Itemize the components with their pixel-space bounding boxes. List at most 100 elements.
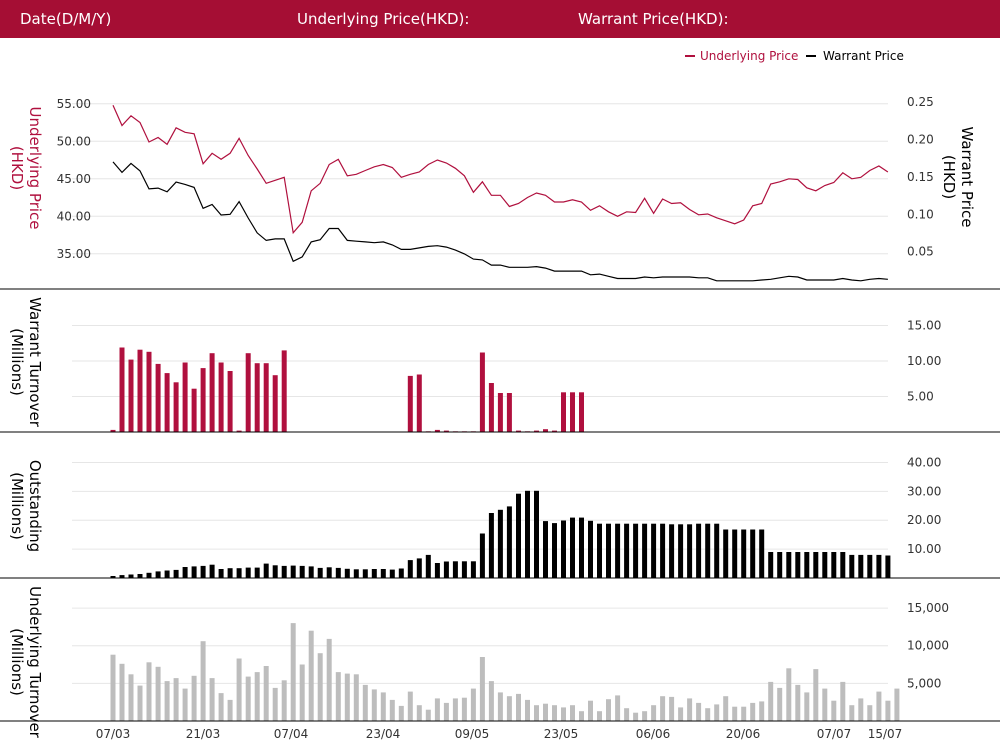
x-axis: 07/03 21/03 07/04 23/04 09/05 23/05 06/06 20/06… [96,727,903,741]
outstanding-bar [308,566,314,578]
warrant-turnover-bar [443,430,449,432]
x-tick-label: 20/06 [726,727,761,741]
bar-tick-label: 30.00 [907,484,941,498]
outstanding-bar [119,575,125,578]
outstanding-bar [795,552,801,578]
outstanding-bar [786,552,792,578]
warrant-turnover-bar [218,362,224,432]
outstanding-bar [525,490,530,578]
outstanding-bar [822,552,828,578]
warrant-turnover-bar [552,430,557,432]
warrant-turnover-bar [579,392,584,432]
outstanding-bar [741,529,747,578]
bar-axis-title: (Millions) [8,628,26,696]
chart-legend: Underlying Price Warrant Price [685,49,904,63]
outstanding-bar [407,560,413,578]
outstanding-bar [209,564,215,578]
underlying-turnover-bar [146,662,152,721]
underlying-turnover-bar [831,700,837,721]
bar-tick-label: 5,000 [907,676,941,690]
underlying-turnover-bar [236,658,242,721]
warrant-turnover-bar [119,347,125,432]
underlying-turnover-bar [344,673,350,721]
outstanding-bar [885,555,891,578]
outstanding-bar [669,524,675,578]
underlying-turnover-bar [443,702,449,721]
x-tick-label: 07/04 [274,727,309,741]
underlying-turnover-bar [795,684,801,721]
underlying-turnover-bar [876,691,882,721]
outstanding-bar [633,523,639,578]
outstanding-bar [380,569,386,578]
underlying-turnover-bar [714,704,720,721]
outstanding-bar [534,490,539,578]
underlying-turnover-bar [182,688,188,721]
underlying-turnover-bar [461,697,467,721]
outstanding-bar [353,569,359,578]
warrant-turnover-bar [254,363,260,432]
underlying-turnover-panel: 15,000 10,000 5,000 Underlying Turnover(Mil… [0,586,1000,739]
outstanding-bar [164,570,170,578]
price-panel: 55.00 50.00 45.00 40.00 35.00 0.25 0.20 0.15 0.1… [0,95,1000,290]
outstanding-bar [858,554,864,578]
outstanding-bar [777,552,783,578]
underlying-turnover-bar [263,666,269,721]
underlying-price-line [112,105,889,235]
outstanding-bar [398,568,404,578]
underlying-turnover-bar [678,707,684,721]
outstanding-bar [272,565,278,578]
underlying-turnover-bar [750,702,756,721]
outstanding-bar [227,568,233,578]
warrant-turnover-bar [155,363,161,432]
right-tick-label: 0.25 [907,95,934,109]
warrant-turnover-bar [236,430,242,432]
bar-axis-title: Underlying Turnover [26,586,44,738]
outstanding-bar [389,569,395,578]
outstanding-bar [182,567,188,578]
underlying-turnover-bar [840,681,846,721]
warrant-turnover-bar [416,374,422,432]
underlying-turnover-bar [786,668,792,721]
outstanding-bar [723,529,729,578]
underlying-turnover-bar [768,681,774,721]
outstanding-bar [470,561,476,579]
underlying-turnover-bar [470,688,476,721]
underlying-turnover-bar [335,672,341,721]
underlying-turnover-bar [849,705,855,721]
outstanding-bar [506,506,512,578]
underlying-turnover-bar [353,674,359,721]
underlying-turnover-bar [380,692,386,721]
underlying-turnover-bar [164,681,170,721]
left-tick-label: 55.00 [57,97,91,111]
warrant-turnover-bar [506,393,512,432]
outstanding-bar [452,561,458,579]
outstanding-bar [651,523,657,578]
outstanding-panel: 40.00 30.00 20.00 10.00 Outstanding(Millions… [0,455,1000,579]
warrant-turnover-bar [200,368,206,432]
underlying-turnover-bar [497,692,503,721]
underlying-turnover-bar [732,706,738,721]
warrant-turnover-bar [128,359,134,432]
bar-axis-title: Warrant Turnover [26,297,44,428]
outstanding-bar [714,523,720,578]
underlying-turnover-bar [299,664,305,721]
outstanding-bar [552,523,557,578]
outstanding-bar [561,520,566,578]
outstanding-bar [606,523,611,578]
x-tick-label: 15/07 [868,727,903,741]
outstanding-bar [173,569,179,578]
underlying-price-axis-title: Underlying Price [26,106,44,229]
warrant-turnover-bar [146,351,152,432]
underlying-turnover-bar [516,693,521,721]
underlying-turnover-bar [687,698,693,721]
outstanding-bar [813,552,819,578]
underlying-turnover-bar [615,695,621,721]
underlying-turnover-bar [254,672,260,721]
left-tick-label: 40.00 [57,209,91,223]
x-tick-label: 23/05 [544,727,579,741]
warrant-turnover-bar [110,429,116,432]
x-tick-label: 21/03 [186,727,221,741]
bar-tick-label: 40.00 [907,455,941,469]
outstanding-bar [146,572,152,578]
underlying-turnover-bar [525,699,530,721]
